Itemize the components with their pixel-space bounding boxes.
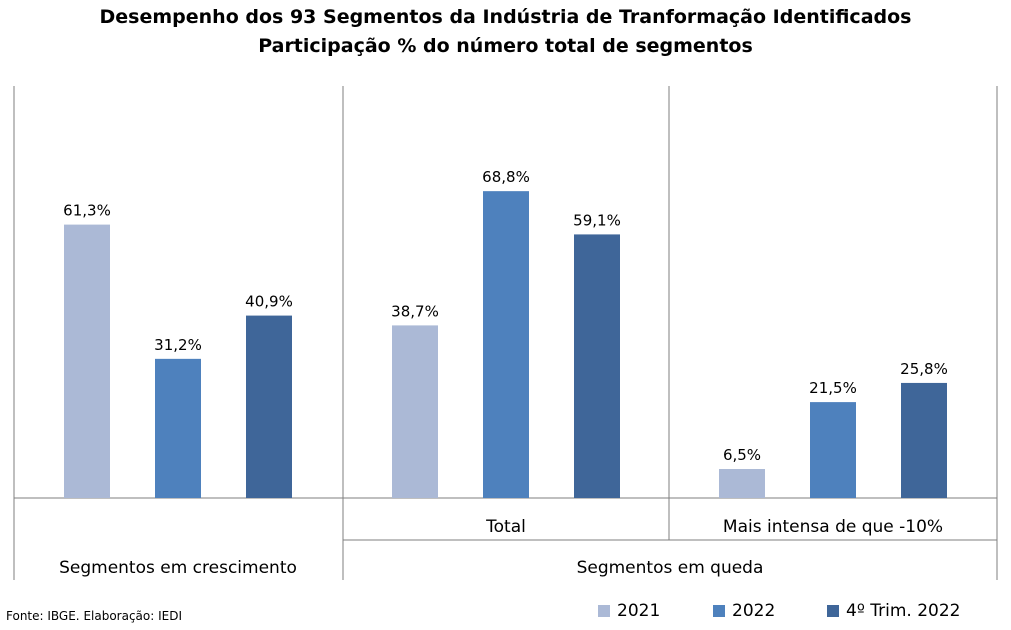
bar-0-1 <box>155 358 201 498</box>
group-label-0: Segmentos em crescimento <box>59 558 297 578</box>
legend-label-2021: 2021 <box>617 601 661 621</box>
data-label-2-0: 6,5% <box>723 446 761 464</box>
bar-2-0 <box>719 469 765 498</box>
group-label-1: Segmentos em queda <box>577 558 764 578</box>
chart-subtitle: Participação % do número total de segmen… <box>258 35 753 57</box>
legend-item-2022: 2022 <box>713 601 775 621</box>
data-label-0-2: 40,9% <box>245 293 293 311</box>
data-label-2-1: 21,5% <box>809 379 857 397</box>
bar-0-2 <box>246 315 292 498</box>
legend-label-q4-2022: 4º Trim. 2022 <box>846 601 961 621</box>
data-label-0-1: 31,2% <box>154 336 202 354</box>
data-label-1-0: 38,7% <box>391 302 439 320</box>
legend-swatch-2021 <box>598 605 610 617</box>
bar-1-2 <box>574 234 620 498</box>
bar-2-1 <box>810 402 856 498</box>
legend-item-q4-2022: 4º Trim. 2022 <box>827 601 960 621</box>
data-label-1-1: 68,8% <box>482 168 530 186</box>
legend-swatch-q4-2022 <box>827 605 839 617</box>
bar-0-0 <box>64 224 110 499</box>
category-label-1: Total <box>485 517 526 537</box>
legend-item-2021: 2021 <box>598 601 660 621</box>
source-note: Fonte: IBGE. Elaboração: IEDI <box>6 609 183 623</box>
data-label-2-2: 25,8% <box>900 360 948 378</box>
legend-label-2022: 2022 <box>732 601 776 621</box>
data-label-1-2: 59,1% <box>573 211 621 229</box>
bar-1-0 <box>392 325 438 498</box>
data-label-0-0: 61,3% <box>63 202 111 220</box>
category-label-2: Mais intensa de que -10% <box>723 517 943 537</box>
bar-1-1 <box>483 191 529 499</box>
chart-title: Desempenho dos 93 Segmentos da Indústria… <box>99 6 912 28</box>
bar-2-2 <box>901 382 947 498</box>
legend-swatch-2022 <box>713 605 725 617</box>
